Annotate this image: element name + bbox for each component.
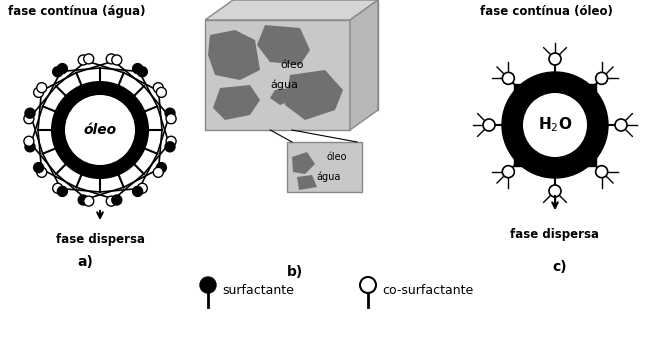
- Circle shape: [106, 196, 116, 206]
- Text: b): b): [287, 265, 303, 279]
- Circle shape: [615, 119, 627, 131]
- Polygon shape: [205, 0, 378, 20]
- Text: fase dispersa: fase dispersa: [56, 233, 145, 246]
- Circle shape: [58, 186, 67, 196]
- Text: a): a): [77, 255, 93, 269]
- Circle shape: [65, 95, 135, 165]
- Bar: [513, 84, 526, 96]
- Circle shape: [156, 163, 166, 173]
- Polygon shape: [270, 88, 293, 105]
- Polygon shape: [257, 25, 310, 65]
- Circle shape: [24, 136, 34, 146]
- Text: c): c): [553, 260, 567, 274]
- Circle shape: [596, 166, 608, 178]
- Circle shape: [53, 67, 63, 77]
- Circle shape: [52, 82, 148, 178]
- Text: água: água: [271, 80, 299, 90]
- Text: H$_2$O: H$_2$O: [538, 116, 572, 134]
- Circle shape: [37, 167, 46, 177]
- Circle shape: [112, 195, 122, 205]
- Circle shape: [549, 185, 561, 197]
- Circle shape: [24, 114, 34, 124]
- Text: fase contínua (óleo): fase contínua (óleo): [480, 5, 613, 18]
- Polygon shape: [213, 85, 260, 120]
- Circle shape: [549, 53, 561, 65]
- Circle shape: [78, 195, 88, 205]
- Circle shape: [166, 136, 176, 146]
- Text: óleo: óleo: [84, 123, 116, 137]
- Text: óleo: óleo: [281, 60, 303, 70]
- Bar: [585, 154, 596, 166]
- Circle shape: [133, 186, 143, 196]
- Circle shape: [153, 167, 164, 177]
- Text: fase dispersa: fase dispersa: [511, 228, 600, 241]
- Polygon shape: [350, 0, 378, 130]
- Text: óleo: óleo: [327, 152, 347, 162]
- Bar: [513, 154, 526, 166]
- Text: fase contínua (água): fase contínua (água): [8, 5, 145, 18]
- Text: surfactante: surfactante: [222, 283, 294, 297]
- Circle shape: [137, 183, 147, 193]
- Circle shape: [84, 196, 94, 206]
- Circle shape: [133, 64, 143, 74]
- Circle shape: [25, 142, 35, 152]
- Circle shape: [33, 87, 44, 97]
- Circle shape: [596, 72, 608, 84]
- Circle shape: [165, 142, 175, 152]
- Circle shape: [156, 87, 166, 97]
- Circle shape: [165, 108, 175, 118]
- Circle shape: [502, 72, 514, 84]
- Circle shape: [53, 183, 63, 193]
- Circle shape: [166, 114, 176, 124]
- Polygon shape: [297, 175, 317, 190]
- Text: co-surfactante: co-surfactante: [382, 283, 473, 297]
- Circle shape: [502, 166, 514, 178]
- Circle shape: [58, 64, 67, 74]
- Circle shape: [84, 54, 94, 64]
- Polygon shape: [233, 0, 378, 110]
- Circle shape: [200, 277, 216, 293]
- Circle shape: [523, 93, 587, 157]
- Bar: [585, 84, 596, 96]
- Circle shape: [106, 54, 116, 64]
- Circle shape: [78, 55, 88, 65]
- Polygon shape: [285, 70, 343, 120]
- Text: água: água: [317, 172, 341, 182]
- Circle shape: [360, 277, 376, 293]
- Circle shape: [37, 83, 46, 93]
- Circle shape: [33, 163, 44, 173]
- Circle shape: [25, 108, 35, 118]
- Polygon shape: [287, 142, 362, 192]
- Polygon shape: [205, 20, 350, 130]
- Circle shape: [137, 67, 147, 77]
- Polygon shape: [208, 30, 260, 80]
- Circle shape: [483, 119, 495, 131]
- Polygon shape: [292, 152, 315, 174]
- Circle shape: [502, 72, 608, 178]
- Circle shape: [153, 83, 164, 93]
- Circle shape: [112, 55, 122, 65]
